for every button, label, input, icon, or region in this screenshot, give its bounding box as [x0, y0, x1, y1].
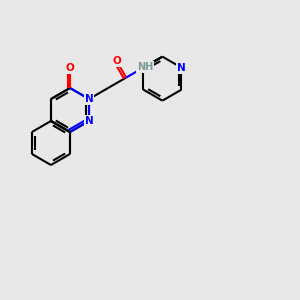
- Text: N: N: [85, 116, 93, 126]
- Text: N: N: [85, 94, 93, 104]
- Text: N: N: [177, 63, 186, 73]
- Text: O: O: [112, 56, 121, 66]
- Text: O: O: [66, 63, 74, 73]
- Text: NH: NH: [137, 61, 153, 71]
